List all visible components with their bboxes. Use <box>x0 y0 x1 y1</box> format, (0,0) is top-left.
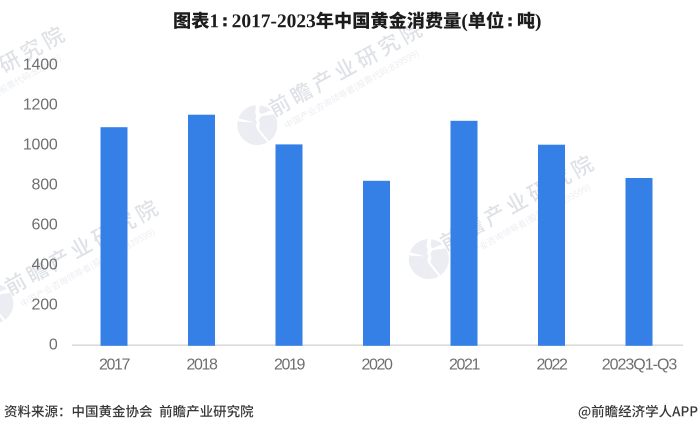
svg-text:2019: 2019 <box>274 357 305 374</box>
svg-text:1200: 1200 <box>23 97 58 114</box>
svg-text:200: 200 <box>32 297 58 314</box>
svg-text:2023Q1-Q3: 2023Q1-Q3 <box>602 357 678 374</box>
svg-text:1400: 1400 <box>23 57 58 74</box>
svg-text:2021: 2021 <box>449 357 480 374</box>
svg-text:600: 600 <box>32 217 58 234</box>
svg-text:1000: 1000 <box>23 137 58 154</box>
svg-text:2022: 2022 <box>537 357 568 374</box>
svg-text:2018: 2018 <box>187 357 218 374</box>
svg-text:400: 400 <box>32 257 58 274</box>
svg-text:0: 0 <box>49 337 58 354</box>
svg-text:2017: 2017 <box>99 357 130 374</box>
svg-text:2020: 2020 <box>362 357 393 374</box>
svg-text:800: 800 <box>32 177 58 194</box>
